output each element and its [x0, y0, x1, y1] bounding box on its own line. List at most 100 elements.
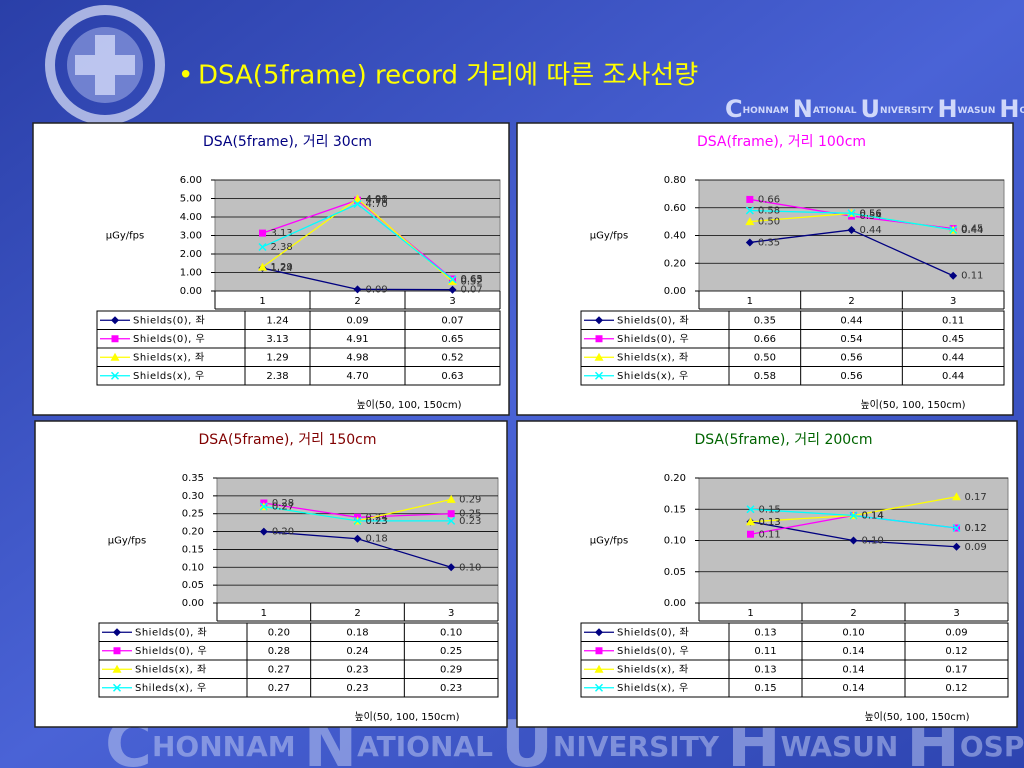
point: [595, 628, 603, 637]
point: [746, 517, 755, 526]
point: [745, 217, 755, 226]
point: [594, 683, 604, 692]
data-label: 0.13: [759, 517, 781, 528]
point: [112, 664, 122, 673]
point: [112, 683, 122, 692]
data-label: 0.18: [366, 534, 388, 545]
point: [595, 316, 603, 325]
data-label: 0.27: [272, 502, 294, 513]
data-label: 2.38: [271, 242, 293, 253]
x-axis-label: 높이(50, 100, 150cm): [354, 711, 459, 723]
table-cell: 0.12: [945, 646, 967, 657]
data-label: 0.20: [272, 527, 294, 538]
data-label: 0.63: [461, 274, 483, 285]
point: [258, 242, 267, 252]
table-cell: 0.09: [945, 627, 967, 638]
data-label: 0.28: [272, 498, 294, 509]
table-cell: 0.10: [440, 627, 462, 638]
data-label: 0.12: [965, 523, 987, 534]
point: [259, 527, 268, 536]
table-cell: 0.65: [441, 334, 463, 345]
data-label: 0.44: [961, 225, 983, 236]
table-cell: 0.23: [346, 683, 368, 694]
chart-panel: DSA(5frame), 거리 150cm 0.00 0.05 0.10 0.15 0.2…: [34, 420, 508, 728]
y-axis-label: μGy/fps: [108, 536, 146, 547]
data-label: 0.23: [459, 516, 481, 527]
table-cell: 4.91: [346, 334, 368, 345]
table-cell: 0.44: [840, 315, 862, 326]
table-cell: 0.17: [945, 664, 967, 675]
legend-marker: [594, 352, 604, 361]
table-cell: 0.09: [346, 315, 368, 326]
table-cell: 0.23: [346, 664, 368, 675]
legend-marker: [112, 664, 122, 673]
point: [849, 511, 858, 520]
data-label: 0.56: [860, 208, 882, 219]
legend-label: Shields(0), 우: [617, 645, 689, 657]
x-tick-label: 3: [950, 296, 956, 307]
point: [353, 534, 362, 543]
table-cell: 0.66: [754, 334, 776, 345]
point: [448, 285, 457, 294]
legend-label: Shields(0), 우: [617, 333, 689, 345]
table-cell: 0.11: [754, 646, 776, 657]
x-axis-label: 높이(50, 100, 150cm): [860, 399, 965, 411]
table-cell: 0.27: [268, 683, 290, 694]
data-label: 0.14: [862, 511, 884, 522]
point: [353, 200, 362, 209]
table-cell: 0.11: [942, 315, 964, 326]
point: [849, 536, 858, 545]
data-label: 0.11: [961, 271, 983, 282]
point: [110, 352, 120, 361]
table-cell: 1.29: [266, 352, 288, 363]
table-cell: 0.44: [942, 352, 964, 363]
brand-word: CHONNAM: [725, 95, 789, 123]
x-tick-label: 1: [747, 296, 753, 307]
table-cell: 0.18: [346, 627, 368, 638]
point: [595, 647, 603, 655]
legend-marker: [110, 352, 120, 361]
point: [595, 335, 603, 343]
legend-marker: [595, 628, 603, 637]
data-label: 4.91: [366, 195, 388, 206]
data-label: 0.24: [366, 512, 388, 523]
point: [111, 316, 119, 325]
point: [446, 494, 456, 503]
point: [447, 516, 456, 525]
x-tick-label: 1: [747, 608, 753, 619]
table-cell: 0.50: [754, 352, 776, 363]
point: [111, 335, 119, 343]
legend-label: Shields(x), 우: [133, 370, 205, 382]
data-label: 0.11: [759, 529, 781, 540]
y-axis-label: μGy/fps: [590, 231, 628, 242]
data-label: 0.14: [862, 511, 884, 522]
point: [447, 563, 456, 572]
point: [745, 238, 754, 247]
data-label: 0.50: [758, 217, 780, 228]
data-label: 0.12: [965, 523, 987, 534]
bullet: •: [178, 61, 193, 91]
table-cell: 0.23: [440, 683, 462, 694]
x-axis-label: 높이(50, 100, 150cm): [356, 399, 461, 411]
legend-label: Shields(0), 좌: [617, 626, 689, 638]
point: [594, 664, 604, 673]
legend-marker: [594, 371, 604, 380]
y-tick-label: 2.00: [180, 249, 202, 260]
table-cell: 1.24: [266, 315, 288, 326]
slide-title: DSA(5frame) record 거리에 따른 조사선량: [198, 61, 698, 91]
legend-label: Shields(0), 좌: [617, 314, 689, 326]
x-tick-label: 1: [259, 296, 265, 307]
y-tick-label: 0.05: [664, 567, 686, 578]
brand-word: HOSPITAL: [906, 708, 1024, 768]
point: [746, 195, 754, 203]
table-cell: 4.98: [346, 352, 368, 363]
brand-word: UNIVERSITY: [861, 95, 934, 123]
point: [594, 371, 604, 380]
data-label: 0.45: [961, 224, 983, 235]
legend-label: Shields(x), 좌: [133, 351, 205, 363]
data-label: 0.07: [461, 285, 483, 296]
table-cell: 0.14: [842, 683, 864, 694]
table-cell: 0.13: [754, 664, 776, 675]
x-tick-label: 2: [850, 608, 856, 619]
